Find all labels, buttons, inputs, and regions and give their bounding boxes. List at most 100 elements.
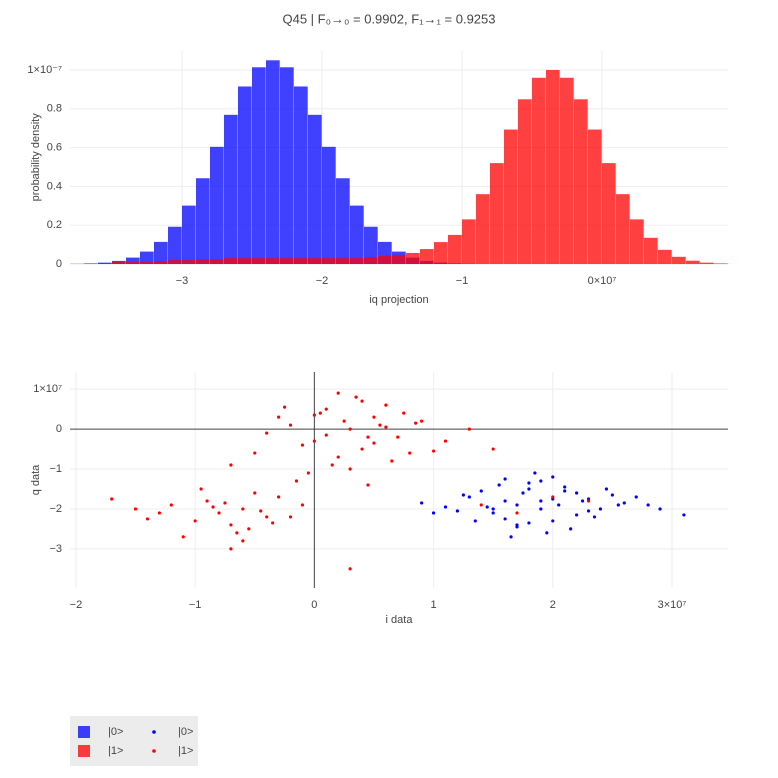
hist-bar	[714, 263, 728, 264]
scatter-point	[533, 471, 537, 475]
scatter-point	[193, 519, 197, 523]
scatter-point	[390, 459, 394, 463]
scatter-point	[467, 427, 471, 431]
scatter-point	[509, 535, 513, 539]
scatter-point	[211, 505, 215, 509]
scatter-point	[300, 503, 305, 507]
scatter-point	[515, 511, 519, 515]
scatter-point	[431, 511, 436, 515]
hist-bar	[238, 86, 252, 265]
hist-bar	[686, 260, 700, 264]
hist-bar	[252, 258, 266, 264]
scatter-point	[610, 493, 614, 497]
y-tick-label: 0	[56, 258, 62, 270]
legend-swatch	[152, 749, 156, 753]
scatter-point	[324, 407, 328, 411]
scatter-point	[306, 471, 311, 475]
y-tick-label: 0.6	[47, 142, 62, 154]
hist-bar	[588, 129, 602, 264]
hist-bar	[700, 262, 714, 264]
legend-label: |0>	[178, 726, 193, 738]
x-tick-label: −3	[176, 275, 189, 287]
x-tick-label: 2	[550, 599, 556, 611]
y-tick-label: −1	[49, 463, 62, 475]
y-tick-label: 0.2	[47, 219, 62, 231]
hist-bar	[616, 194, 630, 264]
scatter-point	[336, 455, 340, 459]
hist-bar	[140, 262, 154, 264]
scatter-point	[354, 395, 358, 399]
scatter-point	[479, 489, 483, 493]
scatter-point	[431, 449, 436, 453]
scatter-point	[569, 527, 573, 531]
hist-bar	[406, 252, 420, 264]
x-tick-label: −2	[70, 599, 83, 611]
hist-bar	[280, 258, 294, 264]
hist-bar	[364, 226, 378, 264]
scatter-point	[485, 505, 489, 509]
scatter-point	[527, 481, 531, 485]
hist-bar	[630, 219, 644, 264]
scatter-point	[199, 487, 203, 491]
x-axis-label: i data	[386, 614, 414, 626]
scatter-point	[235, 531, 239, 535]
x-tick-label: 0×10⁷	[588, 275, 617, 287]
hist-bar	[168, 260, 182, 264]
hist-bar	[448, 234, 462, 264]
scatter-point	[658, 507, 662, 511]
scatter-point	[384, 425, 388, 429]
hist-bar	[420, 249, 434, 264]
scatter-point	[408, 451, 412, 455]
scatter-point	[348, 427, 352, 431]
hist-bar	[196, 178, 210, 264]
x-tick-label: −1	[189, 599, 202, 611]
hist-bar	[126, 257, 140, 264]
scatter-point	[110, 497, 114, 501]
scatter-point	[288, 515, 293, 519]
hist-bar	[308, 114, 322, 265]
scatter-point	[366, 483, 370, 487]
scatter-point	[181, 535, 185, 539]
scatter-point	[277, 495, 281, 499]
scatter-point	[563, 489, 567, 493]
hist-bar	[210, 259, 224, 264]
legend-label: |1>	[108, 745, 123, 757]
hist-bar	[252, 67, 266, 264]
hist-bar	[672, 256, 686, 264]
x-tick-label: 1	[431, 599, 437, 611]
scatter-point	[551, 495, 555, 499]
scatter-point	[372, 441, 376, 445]
scatter-point	[223, 501, 227, 505]
hist-bar	[126, 262, 140, 264]
y-tick-label: 0.4	[47, 180, 62, 192]
scatter-point	[265, 515, 269, 519]
scatter-point	[420, 419, 424, 423]
hist-bar	[308, 258, 322, 264]
scatter-point	[473, 519, 477, 523]
scatter-point	[360, 447, 364, 451]
scatter-point	[563, 485, 567, 489]
hist-bar	[294, 86, 308, 265]
hist-bar	[476, 194, 490, 264]
scatter-point	[348, 567, 352, 571]
scatter-point	[461, 493, 465, 497]
scatter-point	[580, 499, 585, 503]
scatter-point	[330, 463, 334, 467]
scatter-point	[515, 503, 519, 507]
hist-bar	[644, 237, 658, 264]
hist-bar	[224, 258, 238, 264]
scatter-point	[241, 507, 245, 511]
scatter-point	[575, 513, 579, 517]
x-tick-label: 3×10⁷	[658, 599, 687, 611]
scatter-point	[539, 479, 543, 483]
scatter-point	[515, 525, 519, 529]
hist-bar	[658, 249, 672, 264]
scatter-point	[288, 423, 293, 427]
scatter-point	[294, 479, 299, 483]
scatter-point	[378, 423, 382, 427]
chart-title: Q45 | F₀→₀ = 0.9902, F₁→₁ = 0.9253	[283, 11, 496, 26]
hist-bar	[154, 261, 168, 264]
scatter-point	[491, 447, 495, 451]
scatter-point	[247, 527, 251, 531]
